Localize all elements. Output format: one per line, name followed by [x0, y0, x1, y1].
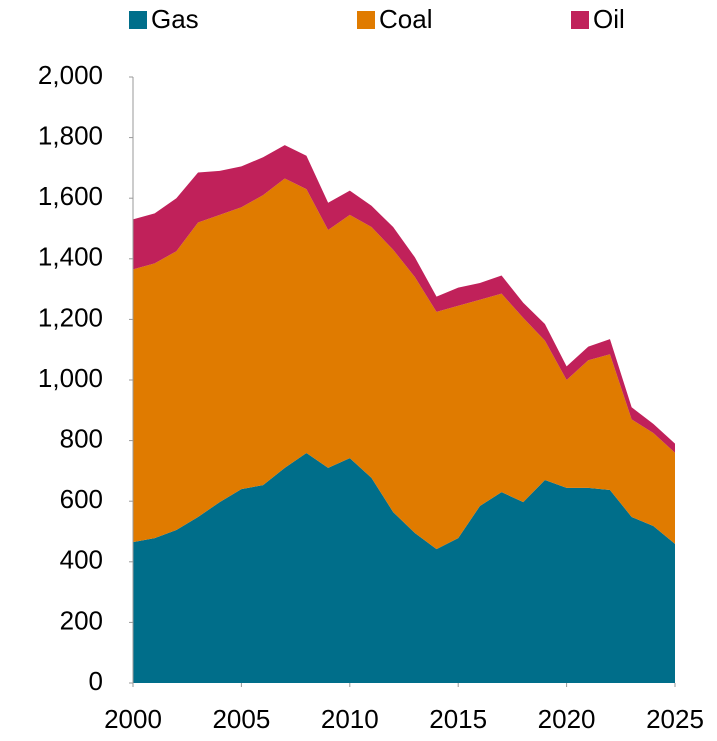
x-tick-label: 2010 [321, 704, 379, 734]
legend-label: Coal [379, 4, 432, 34]
y-tick-label: 400 [60, 545, 103, 575]
y-tick-label: 1,200 [38, 302, 103, 332]
x-tick-label: 2000 [104, 704, 162, 734]
area [133, 178, 675, 550]
x-tick-label: 2015 [429, 704, 487, 734]
legend-label: Gas [151, 4, 199, 34]
legend-swatch [357, 11, 375, 29]
area [133, 453, 675, 683]
y-tick-label: 800 [60, 423, 103, 453]
x-tick-label: 2025 [646, 704, 704, 734]
y-tick-label: 2,000 [38, 60, 103, 90]
y-tick-label: 1,800 [38, 120, 103, 150]
x-tick-label: 2020 [538, 704, 596, 734]
y-tick-label: 0 [89, 666, 103, 696]
legend-label: Oil [593, 4, 625, 34]
y-tick-label: 600 [60, 484, 103, 514]
legend-swatch [129, 11, 147, 29]
x-tick-label: 2005 [212, 704, 270, 734]
y-tick-label: 1,000 [38, 363, 103, 393]
y-tick-label: 200 [60, 605, 103, 635]
y-tick-label: 1,400 [38, 242, 103, 272]
legend-swatch [571, 11, 589, 29]
y-tick-label: 1,600 [38, 181, 103, 211]
